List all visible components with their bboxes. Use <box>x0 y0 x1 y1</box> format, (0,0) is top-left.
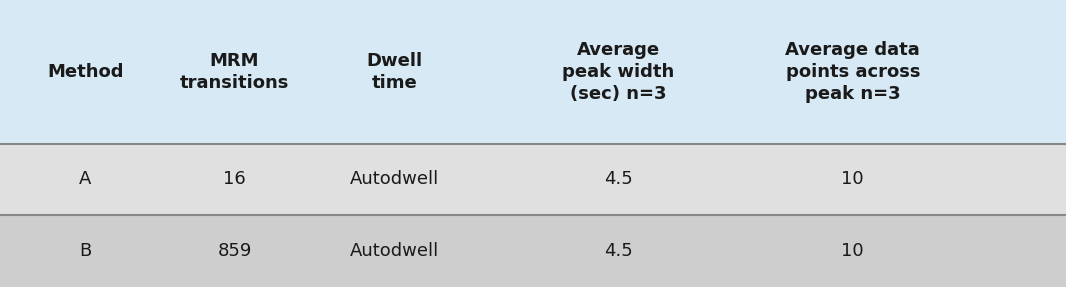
Text: A: A <box>79 170 92 188</box>
Text: 10: 10 <box>841 242 865 260</box>
Text: B: B <box>79 242 92 260</box>
Text: 10: 10 <box>841 170 865 188</box>
Text: Average data
points across
peak n=3: Average data points across peak n=3 <box>786 40 920 103</box>
Text: 4.5: 4.5 <box>604 242 632 260</box>
Text: Dwell
time: Dwell time <box>367 52 422 92</box>
Text: 16: 16 <box>223 170 246 188</box>
Text: Autodwell: Autodwell <box>350 242 439 260</box>
Text: Method: Method <box>47 63 124 81</box>
Text: MRM
transitions: MRM transitions <box>180 52 289 92</box>
Bar <box>0 0 1066 144</box>
Text: Average
peak width
(sec) n=3: Average peak width (sec) n=3 <box>562 40 675 103</box>
Text: Autodwell: Autodwell <box>350 170 439 188</box>
Text: 4.5: 4.5 <box>604 170 632 188</box>
Bar <box>0 215 1066 287</box>
Text: 859: 859 <box>217 242 252 260</box>
Bar <box>0 144 1066 215</box>
